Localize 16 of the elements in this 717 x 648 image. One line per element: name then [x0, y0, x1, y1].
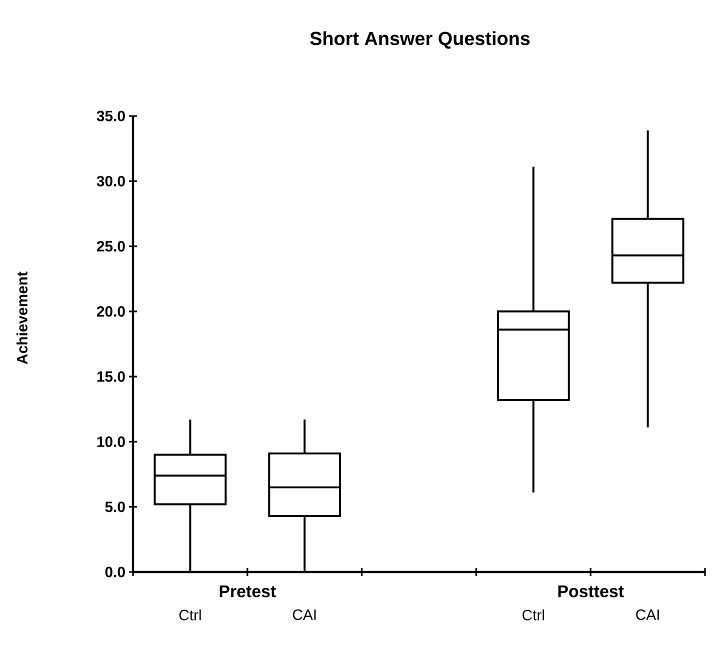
y-tick-label: 20.0 — [96, 306, 125, 317]
x-tick-label: CAI — [636, 609, 659, 620]
x-tick-label: Ctrl — [522, 609, 544, 620]
y-tick-label: 25.0 — [96, 240, 125, 252]
x-tick-label: CAI — [292, 609, 316, 620]
y-tick-label: 0.0 — [105, 566, 125, 578]
text: Pretest — [220, 585, 276, 598]
y-axis-title: Achievement — [16, 272, 28, 364]
text: Posttest — [558, 585, 624, 598]
y-tick-label: 15.0 — [97, 371, 125, 382]
y-tick-label: 35.0 — [96, 110, 125, 122]
y-tick-label: 30.0 — [96, 176, 125, 186]
y-tick-label: 10.0 — [97, 436, 125, 447]
y-tick-label: 5.0 — [105, 502, 125, 512]
x-tick-label: Ctrl — [179, 609, 201, 620]
chart-title: Short Answer Questions — [310, 31, 530, 49]
